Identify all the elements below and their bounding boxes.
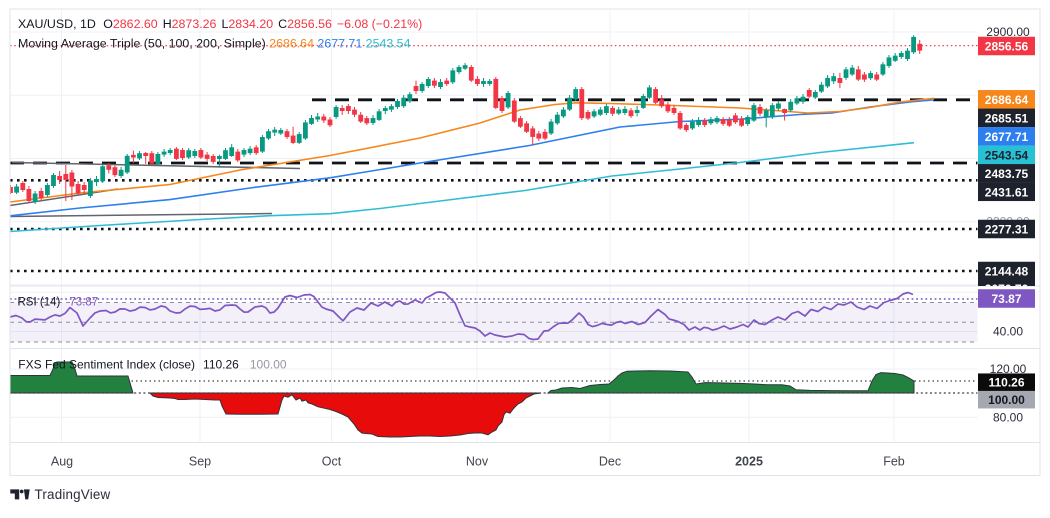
svg-text:2144.48: 2144.48 <box>985 265 1029 279</box>
svg-text:100.00: 100.00 <box>988 393 1025 407</box>
svg-text:2483.75: 2483.75 <box>985 167 1029 181</box>
svg-text:Oct: Oct <box>322 455 342 469</box>
svg-text:40.00: 40.00 <box>993 325 1023 339</box>
svg-text:Sep: Sep <box>189 455 211 469</box>
svg-text:RSI (14)73.87: RSI (14) 73.87 <box>18 297 99 309</box>
svg-text:2025: 2025 <box>735 455 763 469</box>
svg-text:2277.31: 2277.31 <box>985 223 1029 237</box>
svg-text:Dec: Dec <box>599 455 621 469</box>
svg-text:2900.00: 2900.00 <box>986 25 1030 39</box>
svg-text:FXS Fed Sentiment Index (close: FXS Fed Sentiment Index (close) 110.26 100… <box>18 358 287 372</box>
svg-text:80.00: 80.00 <box>993 411 1023 425</box>
svg-text:2677.71: 2677.71 <box>985 130 1029 144</box>
svg-text:2856.56: 2856.56 <box>985 40 1029 54</box>
svg-text:120.00: 120.00 <box>990 362 1027 376</box>
svg-text:Nov: Nov <box>466 455 489 469</box>
svg-text:Feb: Feb <box>883 455 905 469</box>
svg-text:Aug: Aug <box>51 455 73 469</box>
svg-text:110.26: 110.26 <box>988 376 1024 390</box>
svg-text:2070.76: 2070.76 <box>985 282 1029 296</box>
svg-text:73.87: 73.87 <box>991 292 1021 306</box>
svg-text:TradingView: TradingView <box>35 487 111 502</box>
svg-text:Moving Average Triple (50, 100: Moving Average Triple (50, 100, 200, Sim… <box>18 37 411 51</box>
svg-text:2686.64: 2686.64 <box>985 93 1029 107</box>
svg-text:2543.54: 2543.54 <box>985 148 1029 162</box>
svg-text:2685.51: 2685.51 <box>985 111 1029 125</box>
svg-text:2431.61: 2431.61 <box>985 185 1029 199</box>
